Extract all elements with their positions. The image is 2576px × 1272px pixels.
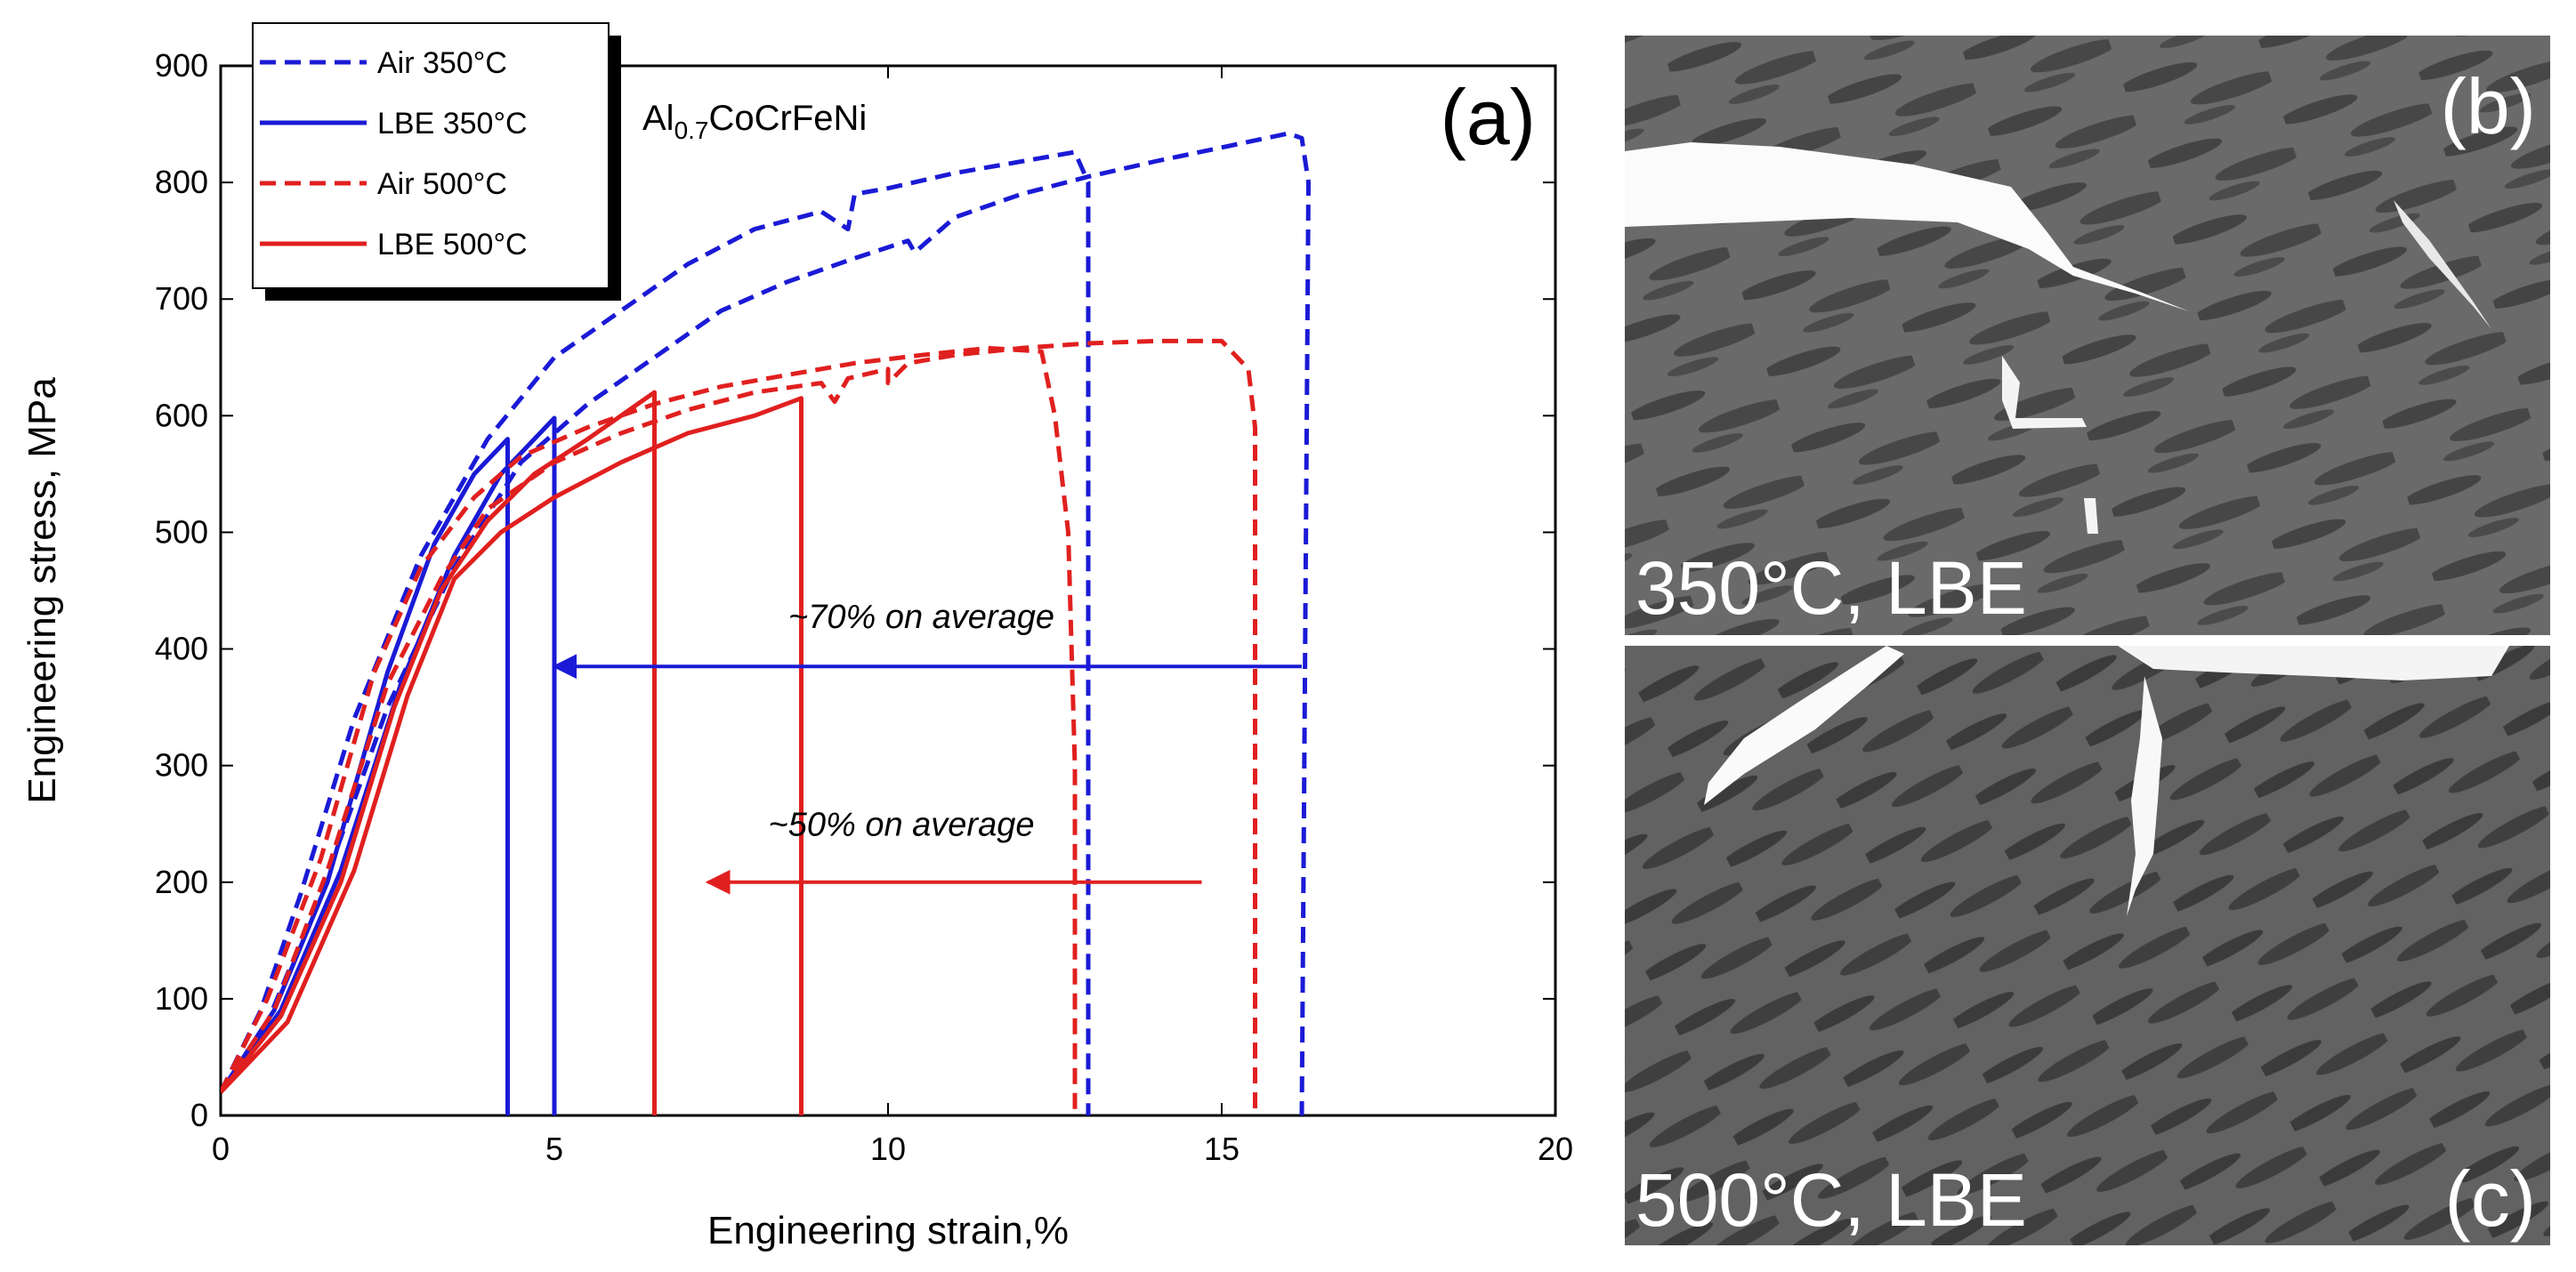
y-tick-label: 800 <box>155 164 208 200</box>
crack-bottom-vertical <box>2127 676 2162 916</box>
y-tick-label: 600 <box>155 397 208 433</box>
series-line-1 <box>221 149 1091 1115</box>
crack-top-branch <box>2394 200 2491 329</box>
x-tick-label: 0 <box>212 1131 230 1167</box>
x-axis-label: Engineering strain,% <box>707 1209 1069 1252</box>
x-tick-label: 20 <box>1538 1131 1573 1167</box>
x-ticks: 0 5 10 15 20 <box>212 66 1573 1167</box>
y-ticks: 0 100 200 300 400 500 600 700 800 900 <box>155 47 1555 1133</box>
series-line-8 <box>221 396 803 1115</box>
panel-label-c: (c) <box>2444 1155 2536 1243</box>
legend-label-3: Air 500°C <box>377 167 507 201</box>
y-axis-label: Engineering stress, MPa <box>20 377 64 804</box>
y-tick-label: 0 <box>190 1097 208 1133</box>
legend-items: Air 350°C LBE 350°C Air 500°C LBE 500°C <box>260 46 528 262</box>
legend-label-1: Air 350°C <box>377 46 507 80</box>
series-line-5 <box>221 345 1078 1115</box>
micrograph-top-background <box>1625 36 2550 635</box>
crack-top-fragment <box>2002 356 2087 429</box>
crack-top-fragment-small <box>2084 498 2098 534</box>
y-tick-label: 400 <box>155 631 208 667</box>
panel-label-a: (a) <box>1440 73 1536 161</box>
x-tick-label: 10 <box>870 1131 906 1167</box>
y-tick-label: 500 <box>155 513 208 550</box>
alloy-base: Al <box>642 99 674 138</box>
y-tick-label: 100 <box>155 980 208 1017</box>
crack-top <box>1625 142 2189 311</box>
y-tick-label: 900 <box>155 47 208 84</box>
legend-label-2: LBE 350°C <box>377 107 528 141</box>
micrograph-bottom: 500°C, LBE (c) <box>1625 646 2550 1245</box>
x-tick-label: 15 <box>1204 1131 1240 1167</box>
series-line-7 <box>221 390 657 1115</box>
y-tick-label: 200 <box>155 864 208 900</box>
legend: Air 350°C LBE 350°C Air 500°C LBE 500°C <box>252 22 621 301</box>
alloy-subscript: 0.7 <box>674 117 709 144</box>
alloy-rest: CoCrFeNi <box>709 99 868 138</box>
series-line-3 <box>221 437 510 1115</box>
stress-strain-chart: 0 100 200 300 400 500 600 700 800 900 0 5 10 15 20 ~7… <box>20 22 1573 1252</box>
y-tick-label: 700 <box>155 280 208 317</box>
annotation-text-2: ~50% on average <box>769 806 1035 843</box>
annotation-layer: ~70% on average ~50% on average <box>552 599 1302 895</box>
micrograph-top: 350°C, LBE (b) <box>1625 36 2550 635</box>
panel-label-b: (b) <box>2440 62 2536 150</box>
micrograph-bottom-label: 500°C, LBE <box>1635 1158 2027 1242</box>
y-tick-label: 300 <box>155 747 208 784</box>
series-layer <box>221 131 1311 1115</box>
x-tick-label: 5 <box>545 1131 563 1167</box>
annotation-text-1: ~70% on average <box>788 599 1054 636</box>
crack-bottom <box>1704 646 1904 805</box>
alloy-label: Al0.7CoCrFeNi <box>642 99 867 144</box>
legend-label-4: LBE 500°C <box>377 228 528 262</box>
crack-bottom-edge <box>2118 646 2509 680</box>
micrograph-top-label: 350°C, LBE <box>1635 546 2027 630</box>
series-line-6 <box>221 338 1257 1115</box>
